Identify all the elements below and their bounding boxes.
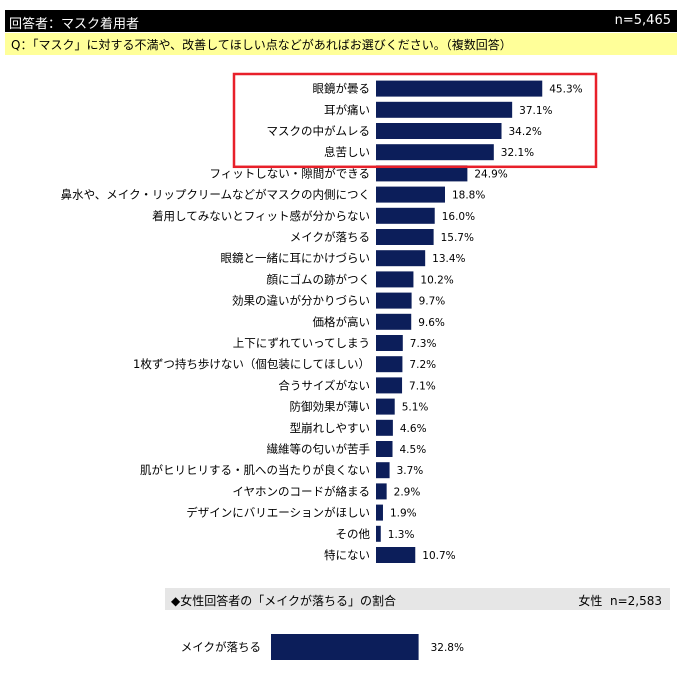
value-label: 5.1%: [402, 402, 429, 414]
female-bar-chart: メイクが落ちる 32.8%: [181, 634, 464, 660]
female-sample-size: 女性 n=2,583: [578, 592, 662, 609]
bar: [376, 504, 383, 521]
category-label: 息苦しい: [324, 145, 370, 159]
value-label: 45.3%: [549, 84, 582, 96]
value-label: 2.9%: [394, 486, 421, 498]
category-label: 眼鏡と一緒に耳にかけづらい: [221, 251, 371, 265]
female-group-label: 女性: [578, 594, 603, 608]
value-label: 32.1%: [501, 147, 534, 159]
category-label: 1枚ずつ持ち歩けない（個包装にしてほしい）: [133, 357, 370, 371]
category-label: 顔にゴムの跡がつく: [267, 272, 371, 286]
category-label: 耳が痛い: [324, 103, 370, 117]
value-label: 10.7%: [422, 550, 455, 562]
value-label: 7.1%: [409, 380, 436, 392]
category-label: 繊維等の匂いが苦手: [267, 442, 371, 456]
category-label: イヤホンのコードが絡まる: [232, 484, 370, 498]
value-label: 9.7%: [419, 296, 446, 308]
category-label: 上下にずれていってしまう: [233, 336, 370, 350]
bar: [376, 80, 543, 97]
bar: [376, 101, 513, 118]
bar: [376, 419, 393, 436]
value-label: 3.7%: [397, 465, 424, 477]
bar: [376, 356, 403, 373]
category-label: 合うサイズがない: [278, 378, 370, 392]
value-label: 34.2%: [509, 126, 542, 138]
bar: [376, 313, 412, 330]
bar: [376, 123, 502, 139]
header-bar: 回答者：マスク着用者 n=5,465: [5, 10, 677, 32]
value-label: 7.3%: [410, 338, 437, 350]
category-label: 価格が高い: [313, 315, 371, 329]
value-label: 4.6%: [400, 423, 427, 435]
bar: [376, 462, 390, 479]
main-bar-chart: 眼鏡が曇る 45.3% 耳が痛い 37.1% マスクの中がムレる 34.2% 息苦しい 32.…: [61, 72, 598, 563]
bar: [376, 398, 395, 415]
header-title: 回答者：マスク着用者: [9, 17, 140, 32]
value-label: 10.2%: [420, 274, 453, 286]
female-subheader: ◆女性回答者の「メイクが落ちる」の割合 女性 n=2,583: [165, 588, 670, 610]
category-label: マスクの中がムレる: [267, 124, 371, 138]
question-bar: Q：「マスク」に対する不満や、改善してほしい点などがあればお選びください。（複数…: [5, 33, 677, 55]
category-label: 眼鏡が曇る: [313, 82, 371, 96]
female-subheader-title: ◆女性回答者の「メイクが落ちる」の割合: [171, 594, 396, 608]
bar: [376, 547, 416, 563]
bar: [376, 525, 381, 542]
bar: [376, 229, 434, 245]
category-label: 着用してみないとフィット感が分からない: [152, 209, 370, 223]
bar: [376, 483, 387, 500]
female-bar: [271, 634, 419, 660]
value-label: 9.6%: [418, 317, 445, 329]
category-label: 鼻水や、メイク・リップクリームなどがマスクの内側につく: [61, 188, 370, 202]
female-n: n=2,583: [609, 594, 662, 608]
value-label: 15.7%: [441, 232, 474, 244]
bar: [376, 377, 403, 394]
category-label: 型崩れしやすい: [290, 421, 370, 435]
category-label: メイクが落ちる: [290, 230, 370, 244]
bar: [376, 165, 468, 182]
question-text: Q：「マスク」に対する不満や、改善してほしい点などがあればお選びください。（複数…: [11, 38, 512, 52]
value-label: 7.2%: [409, 359, 436, 371]
category-label: 肌がヒリヒリする・肌への当たりが良くない: [140, 463, 370, 477]
value-label: 18.8%: [452, 190, 485, 202]
value-label: 13.4%: [432, 253, 465, 265]
bar: [376, 144, 494, 161]
top-items-highlight-box: [232, 72, 598, 169]
bar: [376, 186, 445, 203]
sample-size: n=5,465: [614, 13, 671, 28]
value-label: 24.9%: [474, 168, 507, 180]
category-label: フィットしない・隙間ができる: [209, 166, 370, 180]
value-label: 16.0%: [442, 211, 475, 223]
bar: [376, 292, 412, 309]
value-label: 1.3%: [388, 529, 415, 541]
bar: [376, 441, 393, 457]
category-label: 効果の違いが分かりづらい: [232, 294, 370, 308]
category-label: デザインにバリエーションがほしい: [186, 506, 370, 520]
category-label: 防御効果が薄い: [290, 400, 371, 414]
female-category-label: メイクが落ちる: [181, 640, 261, 654]
value-label: 37.1%: [519, 105, 552, 117]
bar: [376, 335, 403, 351]
value-label: 1.9%: [390, 508, 417, 520]
bar: [376, 250, 426, 267]
value-label: 4.5%: [400, 444, 427, 456]
bar: [376, 271, 414, 288]
female-value-label: 32.8%: [431, 642, 464, 654]
bar: [376, 207, 435, 224]
category-label: 特にない: [324, 548, 370, 562]
category-label: その他: [336, 527, 371, 541]
